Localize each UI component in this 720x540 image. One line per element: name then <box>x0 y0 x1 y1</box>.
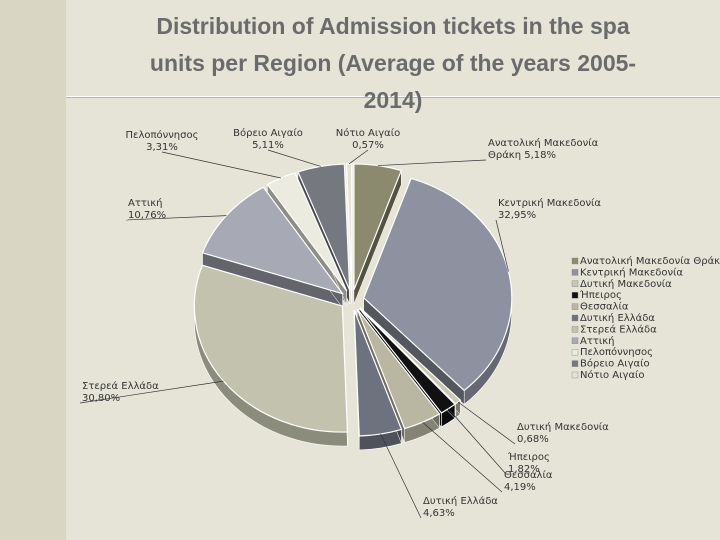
pie-top-layer <box>193 163 513 437</box>
legend-entry: Ήπειρος <box>579 289 622 301</box>
data-label: Ήπειρος 1,82% <box>507 451 550 475</box>
legend-swatch <box>571 280 579 287</box>
legend-swatch <box>571 257 579 265</box>
data-label: Πελοπόννησος 3,31% <box>126 129 199 153</box>
slide-title: Distribution of Admission tickets in the… <box>66 8 720 119</box>
pie-slice-7 <box>193 264 349 433</box>
leader-line <box>457 401 516 445</box>
data-label: Δυτική Ελλάδα 4,63% <box>423 495 498 519</box>
legend-entry: Δυτική Μακεδονία <box>580 278 672 290</box>
pie-slice-1 <box>353 163 403 291</box>
legend-swatch <box>571 269 579 276</box>
legend-entry: Δυτική Ελλάδα <box>580 312 655 324</box>
legend-entry: Αττική <box>580 335 615 347</box>
data-label: Κεντρική Μακεδονία 32,95% <box>498 197 601 221</box>
legend-swatch <box>571 337 579 344</box>
data-label: Νότιο Αιγαίο 0,57% <box>336 127 401 151</box>
leader-line <box>380 433 422 519</box>
legend-swatch <box>571 360 579 367</box>
title-line-2: units per Region (Average of the years 2… <box>149 50 637 76</box>
data-label: Στερεά Ελλάδα 30,80% <box>82 380 159 404</box>
leader-line <box>448 408 507 475</box>
leader-line <box>377 159 487 166</box>
legend-entry: Βόρειο Αιγαίο <box>580 358 650 370</box>
leader-line <box>422 421 503 493</box>
leader-line <box>161 151 281 179</box>
data-label: Δυτική Μακεδονία 0,68% <box>517 421 609 445</box>
legend-swatch <box>571 326 579 333</box>
legend-entry: Πελοπόννησος <box>580 346 653 358</box>
pie-slice-8 <box>201 186 345 295</box>
pie-slice-10 <box>297 163 351 291</box>
data-label: Θεσσαλία 4,19% <box>504 469 553 493</box>
pie-slice-4 <box>358 307 456 414</box>
title-divider <box>66 96 720 98</box>
legend-swatch <box>571 292 579 299</box>
data-label: Αττική 10,76% <box>128 197 166 221</box>
slide-left-strip <box>0 0 66 540</box>
legend-entry: Θεσσαλία <box>580 301 629 313</box>
leader-line <box>267 149 321 167</box>
legend-entry: Νότιο Αιγαίο <box>580 369 645 381</box>
legend-swatch <box>571 314 579 322</box>
legend-swatch <box>571 303 579 310</box>
legend-entry: Ανατολική Μακεδονία Θράκη <box>580 255 720 267</box>
data-labels: Ανατολική Μακεδονία Θράκη 5,18% Κεντρική Μ… <box>79 127 609 519</box>
pie-slice-6 <box>353 309 403 437</box>
leader-line <box>125 215 227 221</box>
legend-entry: Κεντρική Μακεδονία <box>580 266 683 278</box>
leader-line <box>79 380 224 404</box>
legend-entry: Στερεά Ελλάδα <box>580 323 657 335</box>
title-line-1: Distribution of Admission tickets in the… <box>156 13 630 39</box>
leader-line <box>495 219 509 272</box>
title-line-3: 2014) <box>363 87 423 113</box>
legend-swatch <box>571 349 579 356</box>
data-label: Ανατολική Μακεδονία Θράκη 5,18% <box>488 137 599 161</box>
data-label: Βόρειο Αιγαίο 5,11% <box>233 127 303 151</box>
legend-swatch <box>571 371 579 379</box>
leader-line <box>348 149 369 165</box>
